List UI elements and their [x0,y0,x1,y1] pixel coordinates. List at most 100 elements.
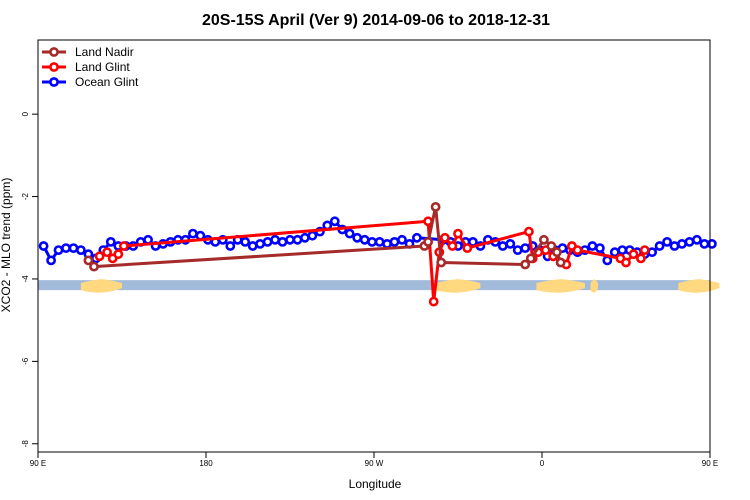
data-point [428,296,439,307]
legend-entry-land-glint: Land Glint [42,60,130,74]
series-land-nadir [83,201,566,272]
data-point [277,236,288,247]
data-point [119,241,129,251]
data-point [447,241,458,251]
legend-swatch-marker [49,47,59,57]
data-point [546,241,557,251]
data-point [143,234,153,245]
x-tick-label: 0 [540,459,545,468]
data-point [505,238,516,249]
data-point [539,234,549,245]
data-point [520,259,531,270]
data-point [367,236,377,247]
x-tick-label: 180 [199,459,213,468]
data-point [187,228,198,239]
data-point [525,253,536,264]
legend-swatch-marker [49,77,59,87]
data-point [572,245,583,255]
data-point [344,228,355,239]
land-region [590,279,598,293]
y-tick-label: -2 [21,192,30,200]
data-point [453,228,463,239]
land-region [435,279,481,293]
data-point [436,257,447,268]
data-point [89,261,99,272]
y-tick-label: -6 [21,357,30,365]
x-axis-label: Longitude [349,477,402,491]
series-land-glint [94,216,650,307]
land-region [80,279,122,293]
data-point [255,238,265,249]
y-axis-label: XCO2 - MLO trend (ppm) [0,178,13,313]
data-point [497,241,508,251]
data-point [299,232,310,243]
data-point [692,234,702,245]
data-point [669,241,680,251]
data-point [411,232,422,243]
data-point [512,245,523,255]
x-tick-label: 90 E [30,459,46,468]
x-tick-label: 90 E [702,459,718,468]
data-point [262,236,273,247]
data-point [94,251,105,262]
data-point [707,238,717,249]
data-point [587,241,598,251]
data-point [423,236,433,247]
data-point [462,243,473,253]
legend-entry-ocean-glint: Ocean Glint [42,75,139,89]
data-point [53,245,64,255]
data-point [639,245,650,255]
data-point [374,236,385,247]
data-point [105,236,116,247]
data-point [439,232,450,243]
data-point [524,226,534,237]
data-point [430,201,441,212]
data-point [628,249,639,260]
data-point [225,241,236,251]
data-point [68,243,79,253]
land-region [678,279,720,293]
data-point [555,257,566,268]
data-point [397,234,407,245]
x-tick-label: 90 W [365,459,384,468]
data-point [699,238,710,249]
axes: 90 E 180 90 W 0 90 E 0 -2 -4 -6 -8 [21,39,718,468]
legend-label: Land Nadir [75,45,134,59]
data-point [389,236,400,247]
y-tick-label: -8 [21,440,30,448]
legend-swatch-marker [49,62,59,72]
data-point [113,249,124,260]
legend-entry-land-nadir: Land Nadir [42,45,134,59]
data-point [307,230,318,241]
data-point [46,255,56,266]
data-point [520,243,531,253]
data-point [102,247,112,258]
data-point [352,232,363,243]
data-point [595,243,605,253]
legend-label: Ocean Glint [75,75,139,89]
data-point [654,241,665,251]
data-point [38,241,49,251]
data-point [76,245,86,255]
data-point [285,234,295,245]
chart-title: 20S-15S April (Ver 9) 2014-09-06 to 2018… [202,12,550,29]
data-point [636,253,646,264]
data-point [329,216,340,227]
series-layer [38,201,717,307]
data-point [552,247,562,258]
land-region [536,279,585,293]
data-point [677,238,687,249]
data-point [61,243,71,253]
series-line [98,219,647,304]
data-point [240,236,251,247]
y-tick-label: 0 [21,111,30,116]
legend-label: Land Glint [75,60,130,74]
surface-strip [38,279,720,293]
ocean-band [38,280,710,291]
data-point [621,257,631,268]
data-point [292,234,303,245]
data-point [382,238,392,249]
y-tick-label: -4 [21,275,30,283]
